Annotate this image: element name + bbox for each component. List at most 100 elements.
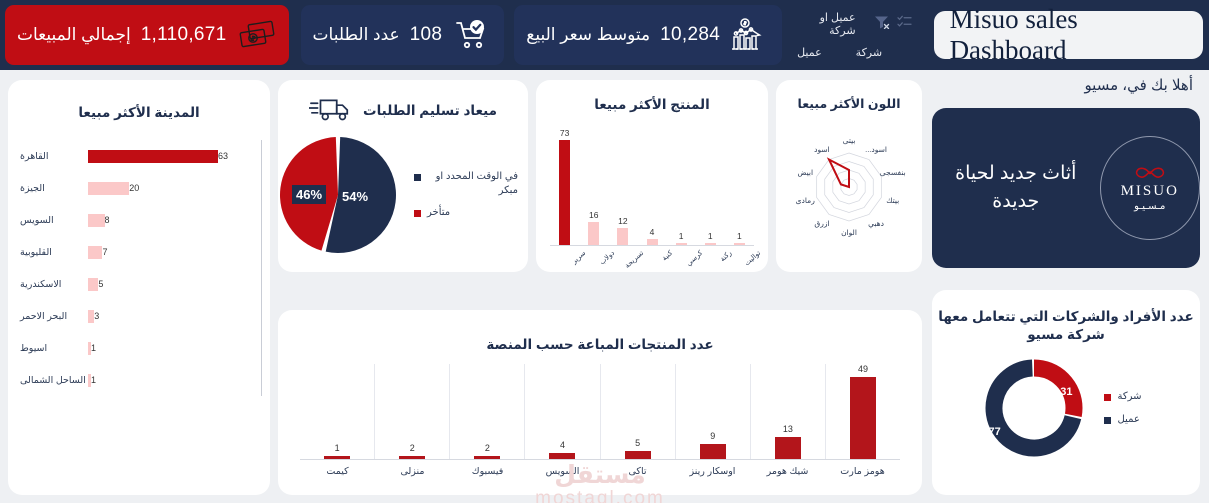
platform-axis-label: هومز مارت [840, 466, 885, 478]
product-chart-title: المنتج الأكثر مبيعا [594, 97, 710, 112]
platform-bar-value: 9 [710, 431, 716, 442]
platform-axis-label: شيك هومر [766, 466, 809, 478]
city-bar-label: اسيوط [20, 342, 48, 354]
city-bar-row: البحر الاحمر 3 [14, 300, 262, 333]
donut-chart-title: عدد الأفراد والشركات التي تتعامل معها شر… [938, 309, 1194, 343]
radar-axis-label: اسود [814, 144, 830, 154]
platform-bar-fill [624, 450, 651, 460]
delivery-chart-title: ميعاد تسليم الطلبات [363, 103, 497, 119]
platform-bar-fill [699, 444, 726, 460]
logo-ribbon-icon [1135, 167, 1164, 178]
platform-bar-fill [549, 452, 576, 460]
platform-bar-fill [399, 455, 426, 460]
product-bar-fill [646, 239, 658, 246]
pie-value-ontime: 54% [342, 189, 369, 204]
platform-bar-column: 2 [449, 364, 524, 460]
welcome-message: أهلا بك في، مسيو [1084, 77, 1193, 94]
product-axis-labels: سرير دولاب تسريحة كنبة كرسي ركنة تواليت [550, 246, 762, 290]
city-bar-label: الجيزة [20, 182, 45, 194]
radar-axis-label: اسود... [865, 144, 887, 154]
platform-bar-value: 2 [409, 442, 415, 453]
platform-bar-column: 4 [524, 364, 599, 460]
slicer-title: عميل او شركة [819, 12, 856, 37]
platform-bar-column: 5 [599, 364, 675, 460]
platform-bar-column: 9 [674, 364, 750, 460]
product-bar-fill [675, 243, 687, 246]
city-bar-track: 1 [88, 332, 262, 365]
platform-axis-label: فيسبوك [471, 466, 504, 478]
kpi-order-count: عدد الطلبات 108 [300, 5, 505, 65]
city-bar-fill [88, 373, 91, 387]
legend-item-late: متأخر [414, 206, 518, 220]
product-bar-value: 4 [649, 227, 655, 238]
delivery-time-card: ميعاد تسليم الطلبات 54% 46% في الوقت الم… [278, 80, 528, 272]
city-bar-track: 1 [88, 364, 262, 397]
platform-axis-label: السويس [545, 466, 580, 478]
misuo-logo: MISUO مـسـيـو [1099, 136, 1200, 240]
product-bar-column: 1 [725, 126, 754, 246]
dashboard-header: إجمالي المبيعات 1,110,671 عدد الطلبات 10… [0, 0, 1209, 70]
kpi-total-sales-value: 1,110,671 [140, 24, 227, 45]
product-bar-value: 1 [678, 231, 684, 242]
slicer-option-customer[interactable]: عميل [797, 47, 822, 59]
platform-bar-value: 2 [484, 442, 490, 453]
legend-item-ontime: في الوقت المحدد او مبكر [414, 170, 518, 197]
platform-chart-title: عدد المنتجات المباعة حسب المنصة [486, 337, 714, 352]
city-bar-value: 63 [218, 151, 229, 162]
platform-bar-fill [849, 377, 876, 460]
city-bar-label: البحر الاحمر [20, 310, 68, 322]
platform-bar-value: 13 [782, 424, 793, 435]
legend-label-customer: عميل [1117, 413, 1140, 425]
city-bar-row: اسيوط 1 [14, 332, 262, 365]
donut-value-company: 31 [1060, 386, 1073, 399]
customer-type-slicer[interactable]: عميل او شركة [787, 5, 921, 65]
product-bar-value: 12 [618, 215, 628, 226]
city-bar-fill [88, 245, 103, 259]
city-bar-row: الاسكندرية 5 [14, 268, 262, 301]
city-bar-value: 1 [91, 375, 97, 386]
city-bar-track: 8 [88, 204, 262, 237]
city-bar-row: الجيزة 20 [14, 172, 262, 205]
platform-bar-value: 1 [334, 443, 340, 454]
color-radar-chart: بيتى اسود... بنفسجى بيتك دهبي الوان ازرق رمادى ا… [776, 115, 922, 255]
product-bar-column: 73 [550, 126, 579, 246]
logo-text-en: MISUO [1120, 182, 1179, 199]
radar-axis-label: رمادى [795, 196, 815, 206]
product-bar-value: 1 [737, 231, 742, 242]
radar-axis-label: بيتى [842, 135, 856, 145]
watermark-en: mostaql.com [535, 488, 665, 503]
filter-clear-icon[interactable] [874, 15, 890, 34]
city-bar-label: القليوبية [20, 246, 52, 258]
product-bar-fill [704, 243, 716, 246]
product-bar-column: 1 [667, 126, 696, 246]
top-product-card: المنتج الأكثر مبيعا 73 16 12 4 1 1 1 سرير دولاب… [536, 80, 768, 272]
radar-axis-label: ابيض [797, 167, 814, 177]
pie-value-late: 46% [292, 185, 327, 204]
legend-label-company: شركة [1117, 391, 1142, 403]
legend-swatch-customer [1104, 416, 1112, 424]
logo-text-ar: مـسـيـو [1134, 200, 1166, 212]
city-bar-fill [88, 341, 91, 355]
kpi-total-sales: إجمالي المبيعات 1,110,671 [5, 5, 289, 65]
product-bar-value: 16 [588, 210, 599, 221]
city-bar-fill [88, 181, 130, 195]
product-bar-fill [733, 243, 745, 246]
delivery-truck-icon [308, 94, 353, 129]
legend-swatch-ontime [414, 174, 421, 182]
legend-swatch-company [1104, 394, 1112, 402]
platform-bar-value: 4 [559, 439, 565, 450]
legend-item-company: شركة [1104, 390, 1142, 404]
city-bar-label: القاهرة [20, 150, 49, 162]
city-chart-title: المدينة الأكثر مبيعا [78, 105, 200, 120]
product-bar-fill [588, 222, 600, 246]
customer-type-legend: شركة عميل [1104, 381, 1142, 435]
platform-bar-fill [774, 437, 801, 460]
donut-value-customer: 77 [988, 426, 1001, 439]
slicer-option-company[interactable]: شركة [855, 47, 883, 59]
multi-select-icon[interactable] [896, 15, 912, 33]
product-bar-value: 1 [707, 231, 713, 242]
radar-axis-label: دهبي [868, 219, 884, 229]
kpi-avg-price-value: 10,284 [660, 24, 721, 45]
platform-bar-fill [324, 456, 351, 460]
